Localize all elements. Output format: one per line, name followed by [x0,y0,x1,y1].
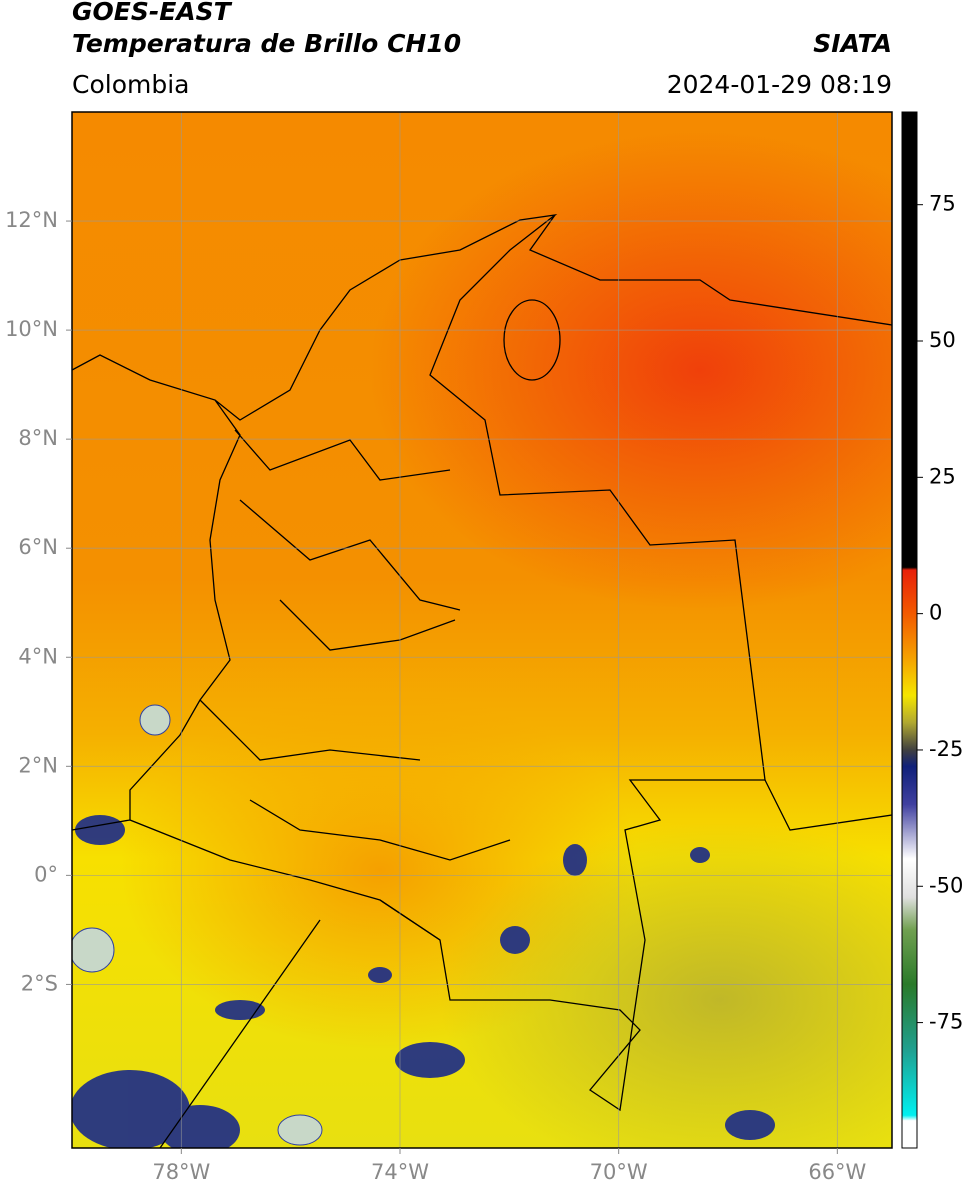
y-tick-label: 12°N [5,208,58,232]
colorbar-tick-label: -25 [929,737,963,761]
region: Colombia [72,70,189,99]
x-tick-label: 78°W [152,1160,210,1184]
source: SIATA [813,29,892,58]
colorbar-tick-label: 25 [929,464,956,488]
x-tick-label: 74°W [371,1160,429,1184]
y-tick-label: 0° [34,862,58,886]
colorbar-tick-label: -50 [929,873,963,897]
map-frame [71,111,893,1149]
y-tick-label: 8°N [18,426,58,450]
map-imagery [72,112,892,1148]
title: GOES-EAST [72,0,233,26]
colorbar-tick-label: 75 [929,192,956,216]
y-tick-label: 2°N [18,753,58,777]
datetime: 2024-01-29 08:19 [667,70,892,99]
y-tick-label: 10°N [5,317,58,341]
y-tick-label: 4°N [18,644,58,668]
y-tick-label: 6°N [18,535,58,559]
x-tick-label: 66°W [808,1160,866,1184]
x-tick-label: 70°W [590,1160,648,1184]
colorbar-tick-label: 0 [929,601,942,625]
colorbar-tick-label: 50 [929,328,956,352]
colorbar [901,111,918,1149]
subtitle: Temperatura de Brillo CH10 [72,29,461,58]
colorbar-tick-label: -75 [929,1010,963,1034]
y-tick-label: 2°S [21,971,58,995]
